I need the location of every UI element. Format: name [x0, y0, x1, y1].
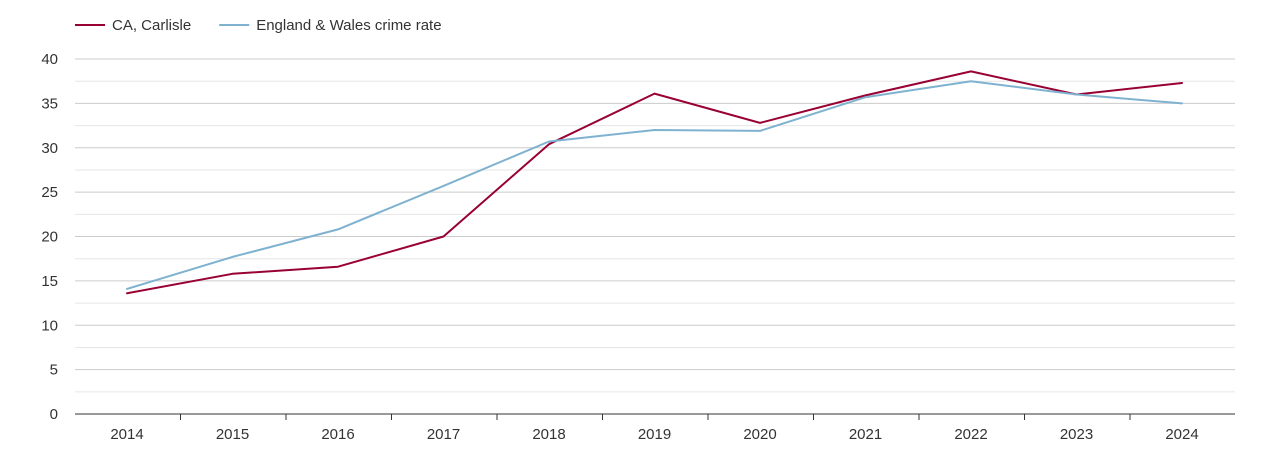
x-tick-label: 2017 [427, 426, 460, 443]
y-tick-label: 35 [41, 95, 58, 112]
y-tick-label: 10 [41, 317, 58, 334]
x-tick-label: 2022 [954, 426, 987, 443]
x-tick-label: 2018 [532, 426, 565, 443]
x-tick-label: 2020 [743, 426, 776, 443]
x-tick-label: 2024 [1165, 426, 1198, 443]
x-tick-label: 2014 [110, 426, 143, 443]
y-tick-label: 30 [41, 140, 58, 157]
x-tick-label: 2021 [849, 426, 882, 443]
x-tick-label: 2019 [638, 426, 671, 443]
legend: CA, Carlisle England & Wales crime rate [75, 17, 442, 34]
x-tick-label: 2016 [321, 426, 354, 443]
y-tick-label: 0 [50, 406, 58, 423]
x-tick-label: 2023 [1060, 426, 1093, 443]
y-tick-label: 40 [41, 51, 58, 68]
legend-label: CA, Carlisle [112, 17, 191, 34]
legend-item-1[interactable]: England & Wales crime rate [219, 17, 442, 34]
y-tick-label: 15 [41, 273, 58, 290]
legend-item-0[interactable]: CA, Carlisle [75, 17, 191, 34]
gridlines [75, 58, 1235, 393]
series-lines [126, 70, 1183, 295]
x-tick-label: 2015 [216, 426, 249, 443]
y-tick-label: 25 [41, 184, 58, 201]
y-tick-label: 5 [50, 362, 58, 379]
y-tick-label: 20 [41, 229, 58, 246]
y-axis: 0 5 10 15 20 25 30 35 40 [41, 51, 58, 423]
series-line-0 [126, 70, 1183, 295]
x-axis: 2014 2015 2016 2017 2018 2019 2020 2021 2022 2023… [75, 413, 1235, 443]
series-line-1 [126, 80, 1183, 290]
legend-label: England & Wales crime rate [256, 17, 441, 34]
